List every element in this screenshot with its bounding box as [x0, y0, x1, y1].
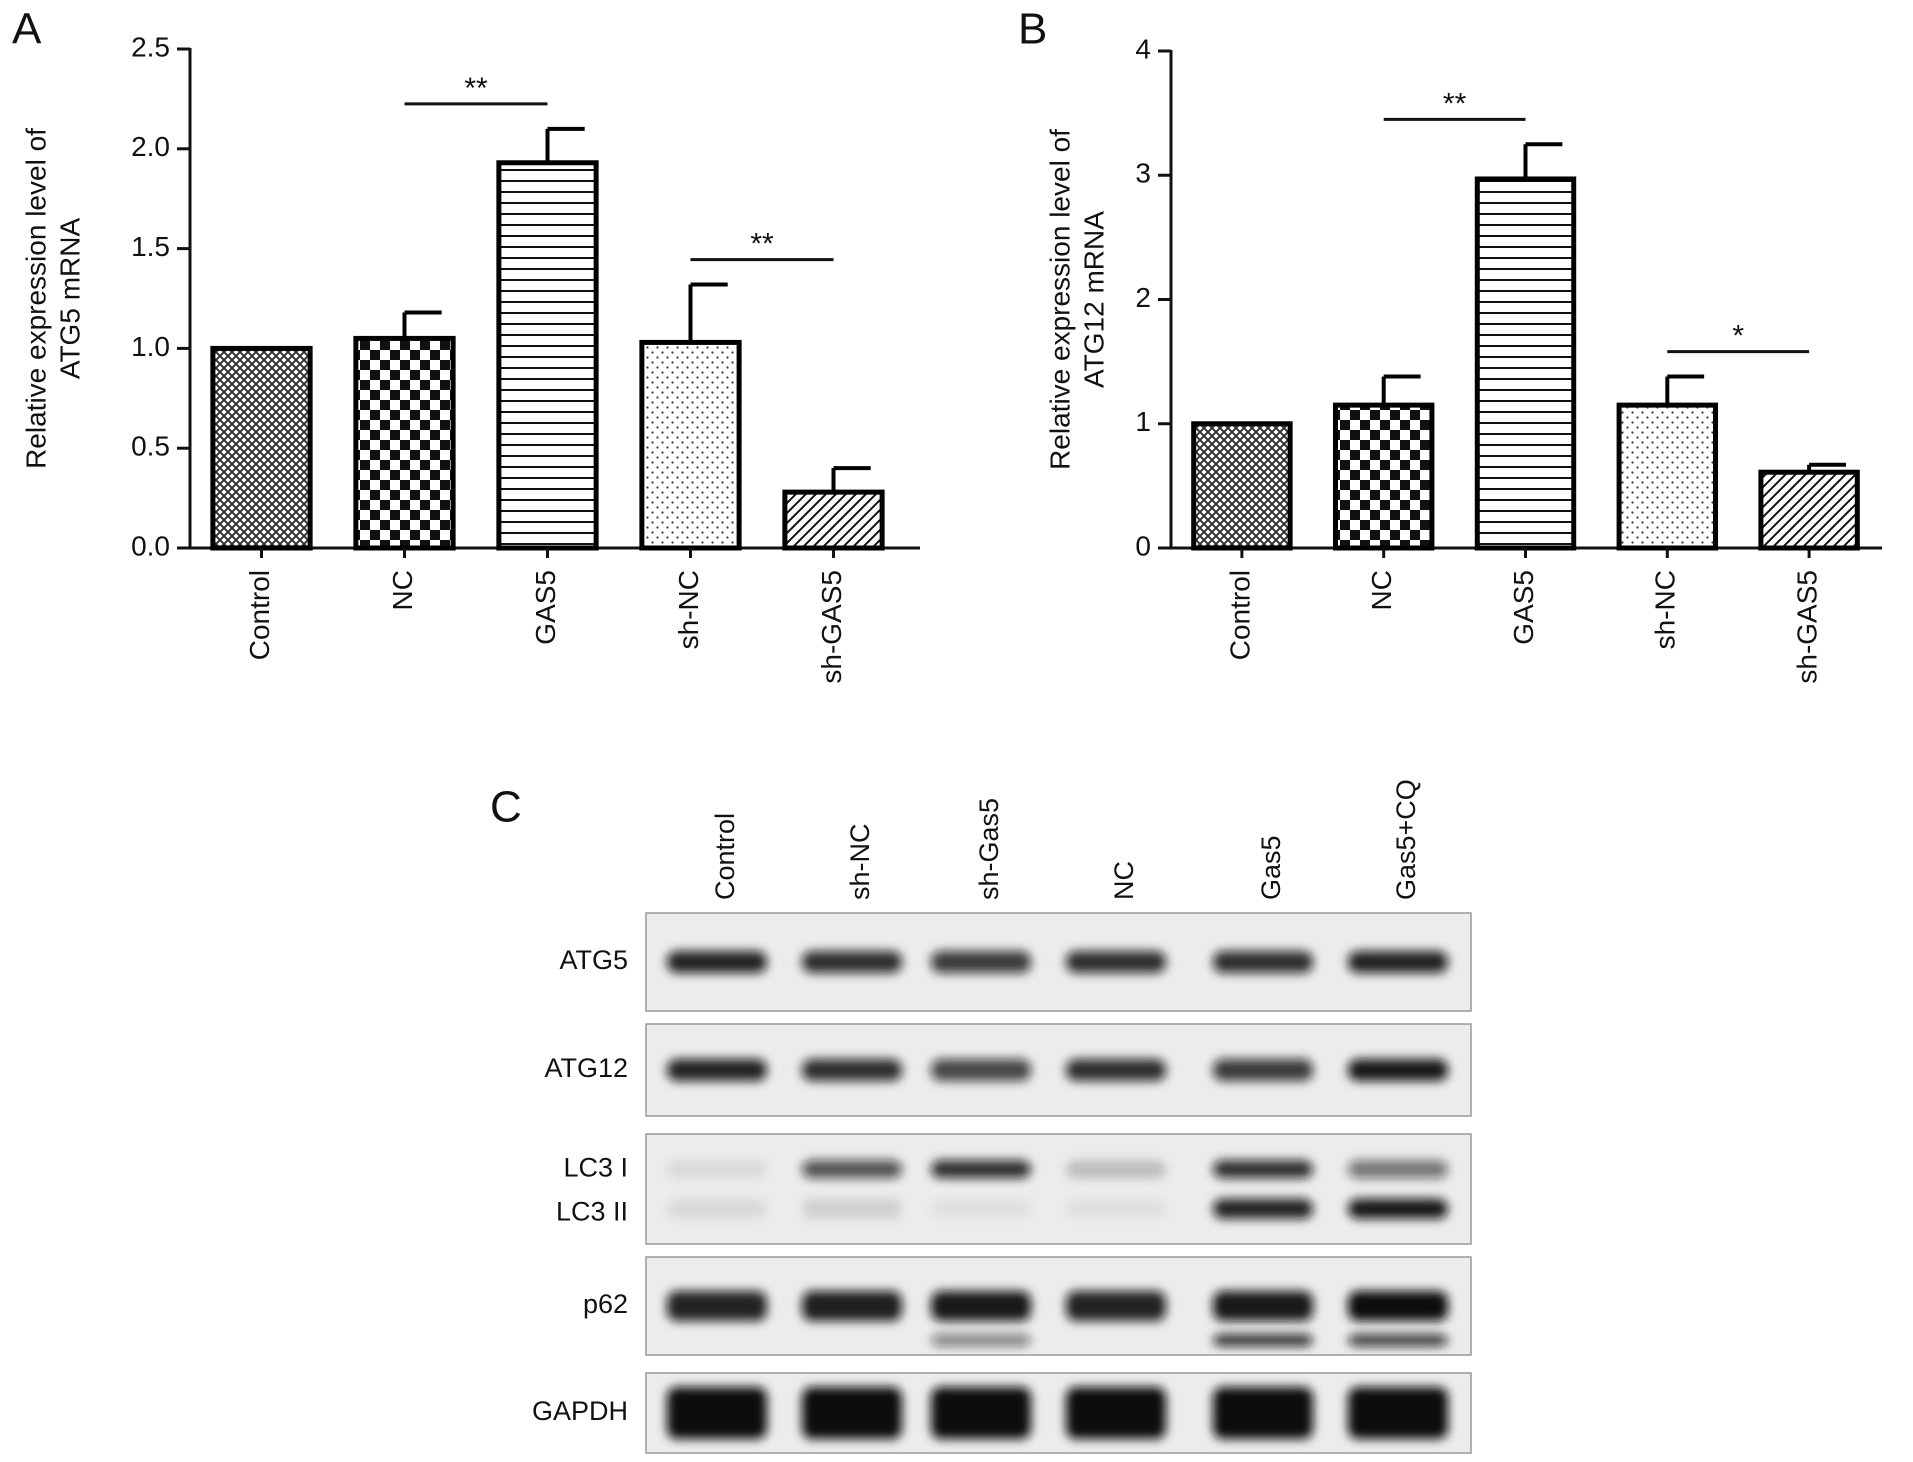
- x-tick-label: sh-NC: [673, 570, 704, 649]
- y-tick-label: 2: [1135, 282, 1151, 313]
- blot-band: [931, 1291, 1031, 1321]
- significance-label: *: [1732, 320, 1744, 353]
- row-label: ATG5: [559, 945, 628, 975]
- lane-label: Gas5+CQ: [1391, 779, 1421, 900]
- blot-frame: [645, 912, 1472, 1012]
- blot-band: [667, 1198, 767, 1219]
- x-tick-label: NC: [1366, 570, 1397, 610]
- bar: [496, 160, 599, 551]
- y-axis-title: Relative expression level of: [20, 128, 51, 469]
- bar: [1332, 402, 1435, 551]
- blot-band: [802, 1291, 902, 1321]
- blot-band: [1213, 1334, 1313, 1347]
- bar: [1191, 421, 1293, 551]
- blot-band: [1066, 1291, 1166, 1321]
- blot-band: [1066, 1160, 1166, 1179]
- bar: [1616, 402, 1719, 551]
- significance-label: **: [1443, 87, 1467, 120]
- lane-label: sh-Gas5: [974, 798, 1004, 900]
- blot-band: [1348, 951, 1448, 973]
- blot-band: [1348, 1198, 1448, 1219]
- bar: [782, 489, 885, 551]
- blot-band: [667, 951, 767, 973]
- blot-frame: [645, 1133, 1472, 1245]
- blot-band: [1348, 1291, 1448, 1321]
- blot-frame: [645, 1256, 1472, 1356]
- blot-band: [1066, 1198, 1166, 1219]
- panel-label: C: [490, 783, 522, 832]
- blot-band: [1213, 1059, 1313, 1081]
- row-label: p62: [583, 1289, 628, 1319]
- bar: [1758, 469, 1860, 551]
- x-tick-label: NC: [387, 570, 418, 610]
- row-label: LC3 II: [556, 1196, 628, 1226]
- blot-band: [802, 1160, 902, 1179]
- bar: [210, 345, 313, 551]
- y-tick-label: 1.5: [131, 231, 170, 262]
- blot-band: [667, 1387, 767, 1439]
- blot-band: [802, 1198, 902, 1219]
- y-axis-title: ATG5 mRNA: [54, 218, 85, 380]
- blot-frame: [645, 1023, 1472, 1117]
- blot-frame: [645, 1372, 1472, 1454]
- blot-band: [931, 1198, 1031, 1219]
- y-tick-label: 2.5: [131, 31, 170, 62]
- blot-band: [1213, 1160, 1313, 1179]
- blot-band: [1066, 951, 1166, 973]
- y-axis-title: Relative expression level of: [1044, 129, 1075, 470]
- blot-band: [1066, 1387, 1166, 1439]
- blot-band: [1213, 1387, 1313, 1439]
- blot-band: [1213, 1291, 1313, 1321]
- blot-band: [1213, 1198, 1313, 1219]
- row-label: ATG12: [544, 1053, 628, 1083]
- blot-band: [931, 1387, 1031, 1439]
- blot-band: [1213, 951, 1313, 973]
- panel-label: A: [12, 5, 42, 54]
- y-tick-label: 2.0: [131, 131, 170, 162]
- x-tick-label: Control: [1224, 570, 1255, 660]
- y-axis-title: ATG12 mRNA: [1078, 211, 1109, 388]
- panel-label: B: [1018, 5, 1047, 54]
- blot-band: [931, 1334, 1031, 1347]
- blot-band: [1348, 1160, 1448, 1179]
- blot-band: [667, 1291, 767, 1321]
- row-label: GAPDH: [532, 1396, 628, 1426]
- x-tick-label: sh-GAS5: [816, 570, 847, 684]
- blot-band: [802, 1059, 902, 1081]
- lane-label: Gas5: [1256, 835, 1286, 900]
- blot-band: [667, 1160, 767, 1179]
- lane-label: NC: [1109, 861, 1139, 900]
- y-tick-label: 0.0: [131, 530, 170, 561]
- bar: [353, 335, 456, 551]
- y-tick-label: 3: [1135, 158, 1151, 189]
- blot-band: [931, 1059, 1031, 1081]
- blot-band: [1066, 1059, 1166, 1081]
- bar: [1474, 176, 1577, 551]
- blot-band: [1348, 1334, 1448, 1347]
- blot-band: [931, 951, 1031, 973]
- lane-label: sh-NC: [845, 823, 875, 900]
- y-tick-label: 1: [1135, 406, 1151, 437]
- y-tick-label: 0: [1135, 530, 1151, 561]
- x-tick-label: Control: [244, 570, 275, 660]
- x-tick-label: GAS5: [530, 570, 561, 645]
- blot-band: [802, 1387, 902, 1439]
- y-tick-label: 0.5: [131, 431, 170, 462]
- blot-band: [802, 951, 902, 973]
- blot-band: [931, 1160, 1031, 1179]
- y-tick-label: 1.0: [131, 331, 170, 362]
- blot-band: [1348, 1387, 1448, 1439]
- x-tick-label: sh-GAS5: [1791, 570, 1822, 684]
- blot-band: [1348, 1059, 1448, 1081]
- blot-band: [667, 1059, 767, 1081]
- significance-label: **: [750, 227, 774, 260]
- x-tick-label: sh-NC: [1650, 570, 1681, 649]
- bar: [639, 339, 742, 551]
- lane-label: Control: [710, 813, 740, 900]
- row-label: LC3 I: [563, 1152, 628, 1182]
- y-tick-label: 4: [1135, 33, 1151, 64]
- x-tick-label: GAS5: [1508, 570, 1539, 645]
- significance-label: **: [464, 72, 488, 105]
